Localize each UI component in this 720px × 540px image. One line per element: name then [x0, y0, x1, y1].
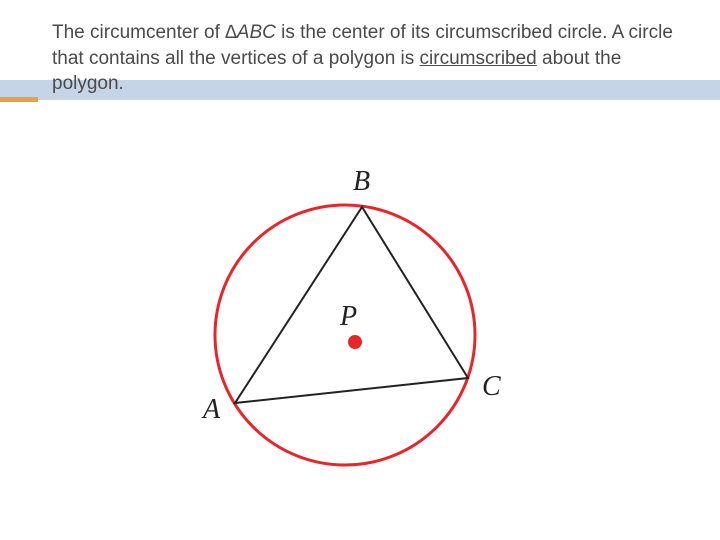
text-pre: The circumcenter of	[52, 22, 225, 43]
label-b: B	[353, 166, 370, 197]
text-triangle: ∆ABC	[225, 22, 276, 43]
label-c: C	[482, 371, 501, 402]
circumcircle-diagram: B P A C	[170, 150, 520, 500]
diagram-svg: B P A C	[170, 150, 520, 500]
circumscribed-circle	[215, 205, 475, 465]
accent-bar	[0, 97, 38, 102]
definition-text: The circumcenter of ∆ABC is the center o…	[52, 20, 680, 97]
center-point	[348, 335, 362, 349]
label-a: A	[201, 394, 221, 425]
label-p: P	[339, 301, 357, 332]
text-keyword: circumscribed	[420, 48, 537, 69]
